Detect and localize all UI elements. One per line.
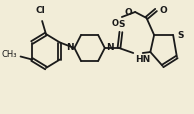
Text: O: O [112, 19, 119, 28]
Text: Cl: Cl [35, 6, 45, 15]
Text: S: S [119, 20, 125, 29]
Text: N: N [106, 43, 113, 52]
Text: O: O [125, 7, 132, 16]
Text: N: N [66, 43, 74, 52]
Text: O: O [160, 5, 168, 14]
Text: HN: HN [135, 54, 150, 63]
Text: S: S [178, 30, 184, 39]
Text: CH₃: CH₃ [1, 50, 17, 58]
